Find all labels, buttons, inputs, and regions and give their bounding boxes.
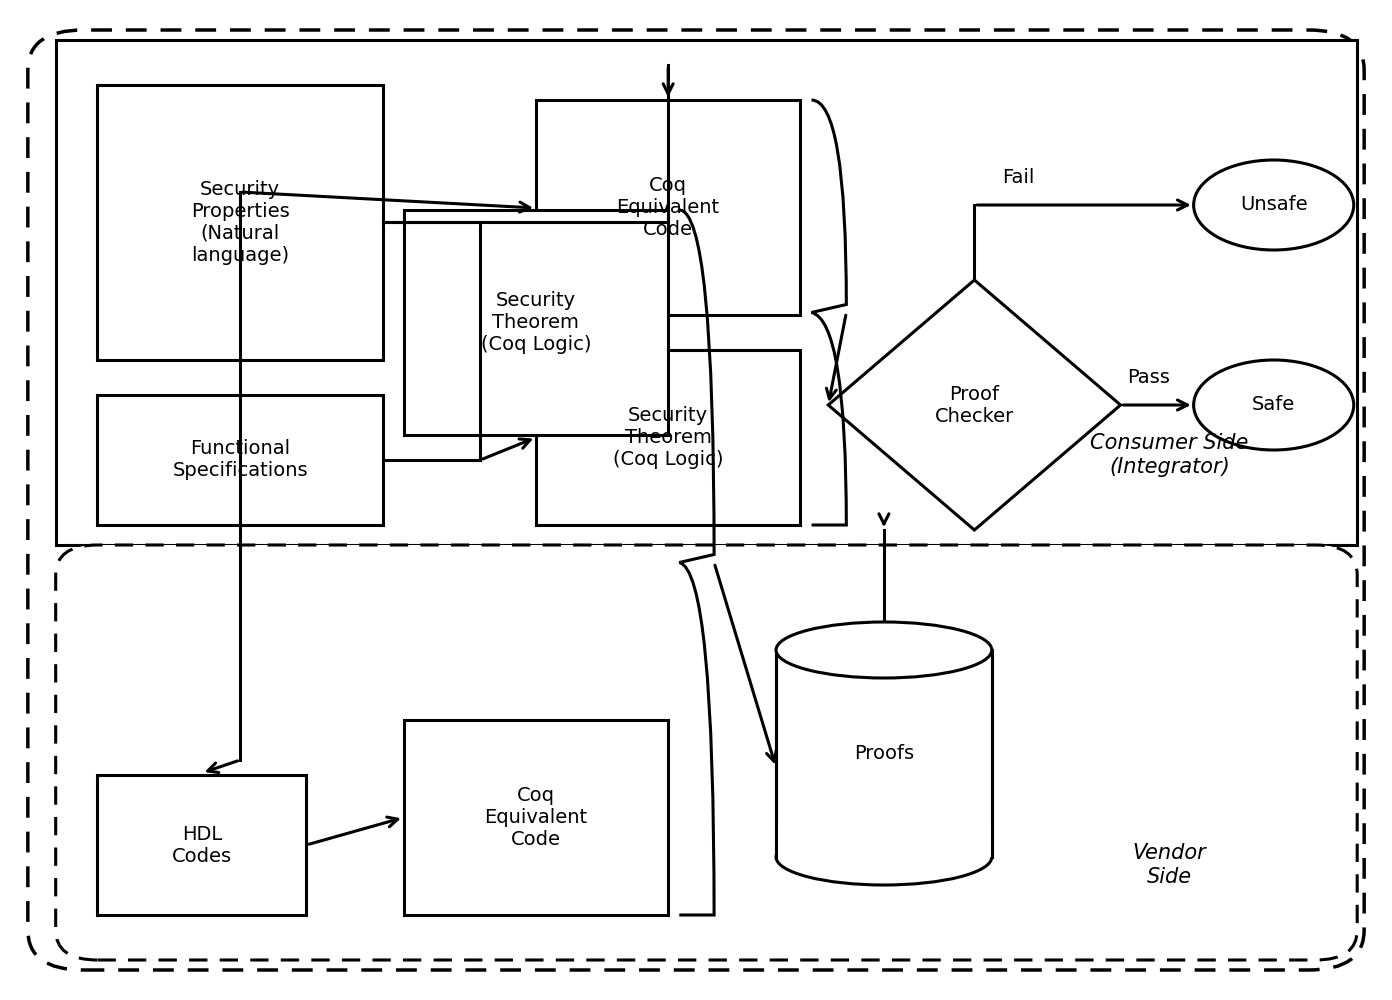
- Text: Coq
Equivalent
Code: Coq Equivalent Code: [617, 176, 720, 239]
- FancyBboxPatch shape: [56, 545, 1357, 960]
- Text: Functional
Specifications: Functional Specifications: [173, 440, 308, 481]
- Bar: [404, 720, 668, 915]
- Text: Security
Theorem
(Coq Logic): Security Theorem (Coq Logic): [480, 291, 592, 354]
- Bar: [777, 650, 991, 885]
- Text: HDL
Codes: HDL Codes: [171, 824, 232, 865]
- Text: Proofs: Proofs: [853, 744, 915, 763]
- Ellipse shape: [777, 622, 991, 678]
- Text: Pass: Pass: [1128, 368, 1171, 387]
- Text: Unsafe: Unsafe: [1240, 196, 1307, 215]
- Text: Security
Theorem
(Coq Logic): Security Theorem (Coq Logic): [612, 406, 724, 469]
- Bar: [97, 775, 306, 915]
- Text: Fail: Fail: [1002, 168, 1034, 187]
- Text: Safe: Safe: [1251, 395, 1296, 414]
- Bar: [777, 824, 991, 857]
- Ellipse shape: [777, 829, 991, 885]
- Ellipse shape: [1194, 360, 1354, 450]
- Bar: [97, 85, 383, 360]
- Ellipse shape: [1194, 160, 1354, 250]
- Bar: [404, 210, 668, 435]
- Bar: [536, 350, 800, 525]
- Polygon shape: [828, 280, 1121, 530]
- Text: Vendor
Side: Vendor Side: [1133, 843, 1205, 887]
- Text: Proof
Checker: Proof Checker: [935, 384, 1013, 426]
- Text: Consumer Side
(Integrator): Consumer Side (Integrator): [1090, 433, 1249, 477]
- Text: Coq
Equivalent
Code: Coq Equivalent Code: [484, 786, 587, 849]
- Bar: [536, 100, 800, 315]
- FancyBboxPatch shape: [28, 30, 1364, 970]
- Text: Security
Properties
(Natural
language): Security Properties (Natural language): [191, 180, 290, 265]
- Bar: [97, 395, 383, 525]
- Bar: [56, 40, 1357, 545]
